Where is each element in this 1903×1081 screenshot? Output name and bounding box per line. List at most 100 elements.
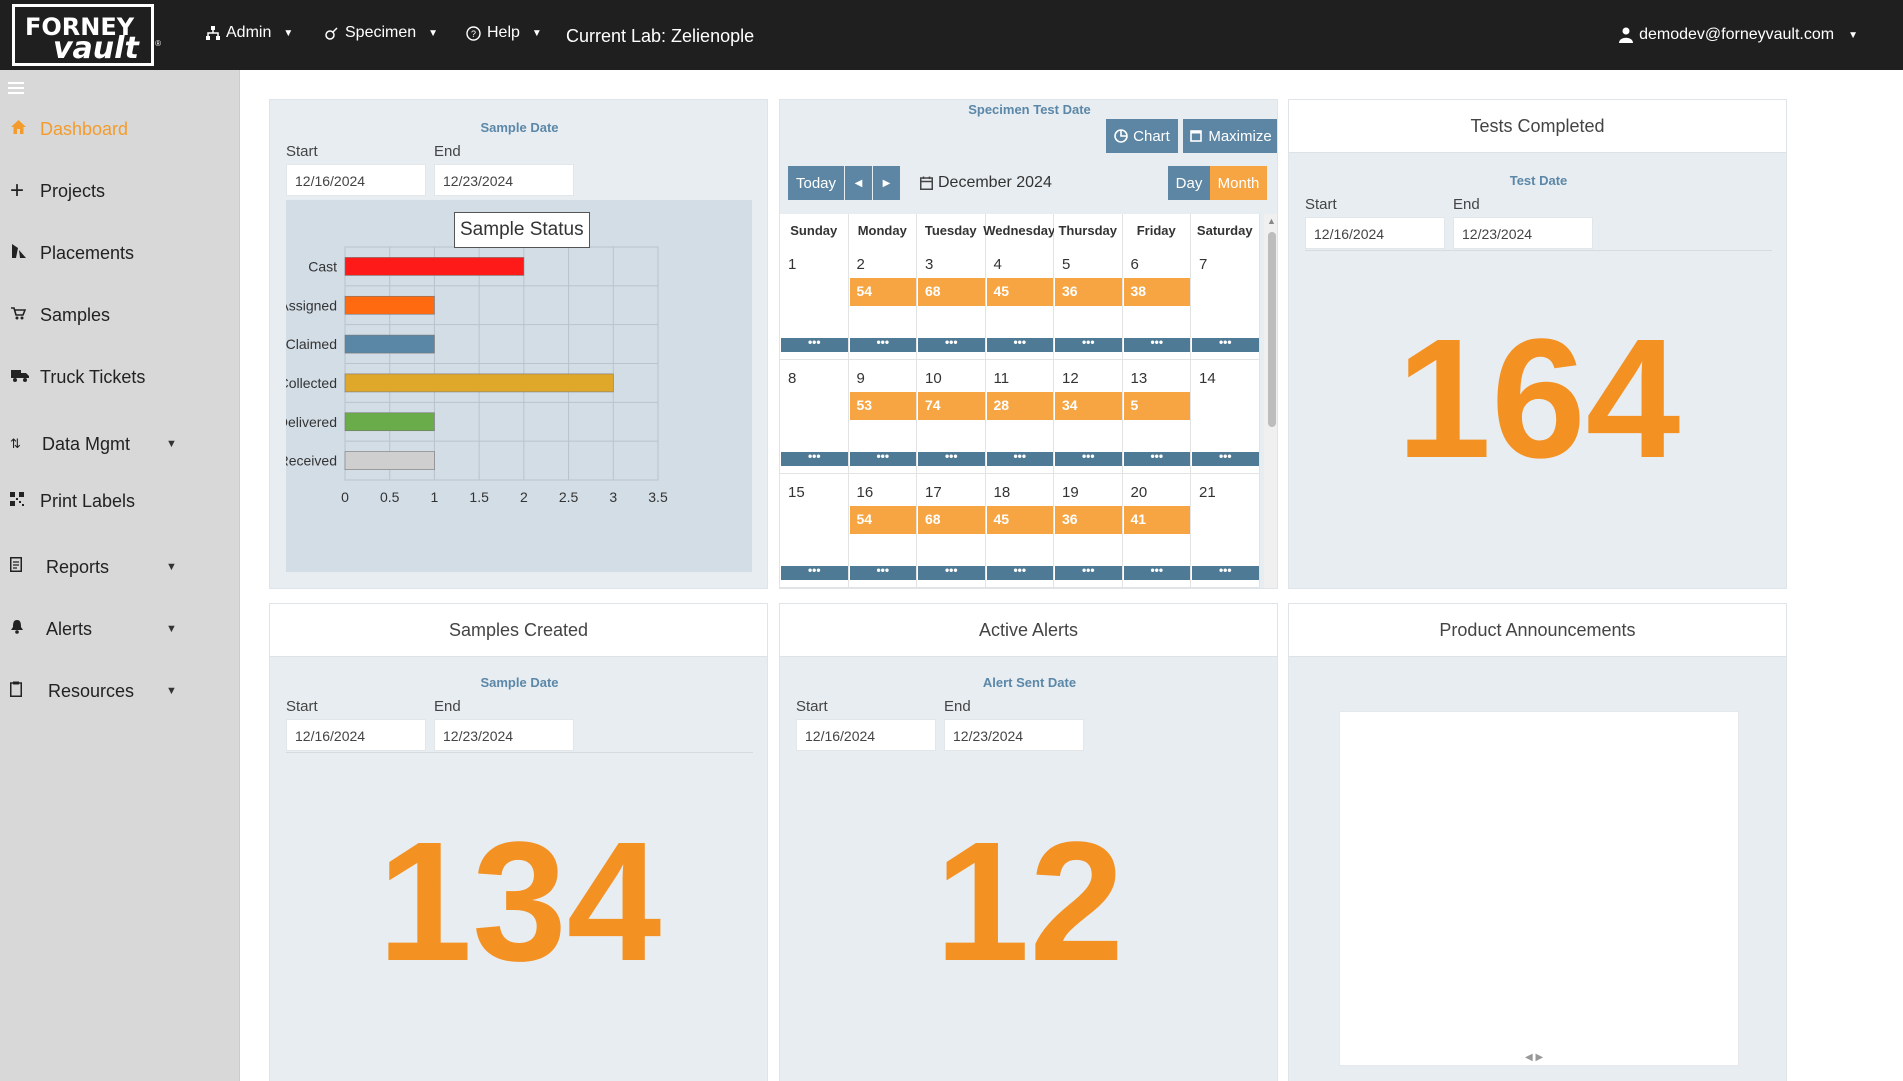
more-events-button[interactable]: •••: [918, 450, 985, 466]
sidebar-item-print-labels[interactable]: Print Labels: [10, 484, 230, 518]
active-alerts-title: Active Alerts: [780, 604, 1277, 657]
more-events-button[interactable]: •••: [781, 336, 848, 352]
calendar-day-cell[interactable]: 4 45 •••: [985, 246, 1054, 360]
calendar-day-cell[interactable]: 2 54 •••: [848, 246, 917, 360]
sidebar-item-data-mgmt[interactable]: ⇅ Data Mgmt ▼: [10, 427, 230, 461]
calendar-day-cell[interactable]: 9 53 •••: [848, 360, 917, 474]
calendar-day-cell[interactable]: 11 28 •••: [985, 360, 1054, 474]
calendar-day-cell[interactable]: 8 •••: [780, 360, 849, 474]
more-events-button[interactable]: •••: [1192, 564, 1259, 580]
carousel-arrows-icon[interactable]: ◀ ▶: [1525, 1052, 1544, 1063]
end-date-input[interactable]: 12/23/2024: [434, 719, 574, 751]
sidebar-item-reports[interactable]: Reports ▼: [10, 550, 230, 584]
calendar-day-cell[interactable]: 1 •••: [780, 246, 849, 360]
calendar-scrollbar[interactable]: ▲: [1264, 214, 1277, 588]
calendar-day-cell[interactable]: 17 68 •••: [917, 474, 986, 588]
more-events-button[interactable]: •••: [1055, 564, 1122, 580]
calendar-day-cell[interactable]: 3 68 •••: [917, 246, 986, 360]
scrollbar-thumb[interactable]: [1268, 232, 1276, 427]
end-date-input[interactable]: 12/23/2024: [944, 719, 1084, 751]
more-events-button[interactable]: •••: [1055, 336, 1122, 352]
calendar-event[interactable]: 68: [918, 278, 985, 306]
start-date-input[interactable]: 12/16/2024: [286, 719, 426, 751]
start-date-input[interactable]: 12/16/2024: [796, 719, 936, 751]
calendar-event[interactable]: 34: [1055, 392, 1122, 420]
sidebar-item-resources[interactable]: Resources ▼: [10, 674, 230, 708]
more-events-button[interactable]: •••: [986, 450, 1053, 466]
today-button[interactable]: Today: [788, 166, 844, 200]
nav-specimen-menu[interactable]: Specimen ▼: [325, 24, 438, 42]
more-events-button[interactable]: •••: [1123, 564, 1190, 580]
more-events-button[interactable]: •••: [781, 450, 848, 466]
maximize-button[interactable]: Maximize: [1183, 119, 1277, 153]
end-date-input[interactable]: 12/23/2024: [434, 164, 574, 196]
calendar-event[interactable]: 36: [1055, 506, 1122, 534]
calendar-event[interactable]: 74: [918, 392, 985, 420]
start-date-input[interactable]: 12/16/2024: [1305, 217, 1445, 249]
announcements-content-area[interactable]: ◀ ▶: [1339, 711, 1739, 1066]
sidebar-item-samples[interactable]: Samples: [10, 298, 230, 332]
calendar-event[interactable]: 38: [1123, 278, 1190, 306]
scroll-up-arrow-icon[interactable]: ▲: [1267, 216, 1276, 226]
calendar-day-cell[interactable]: 21 •••: [1191, 474, 1260, 588]
calendar-event[interactable]: 5: [1123, 392, 1190, 420]
more-events-button[interactable]: •••: [849, 564, 916, 580]
calendar-event[interactable]: 41: [1123, 506, 1190, 534]
sidebar-item-dashboard[interactable]: Dashboard: [10, 112, 230, 146]
calendar-day-cell[interactable]: 14 •••: [1191, 360, 1260, 474]
chevron-left-icon: ◀: [854, 177, 863, 189]
more-events-button[interactable]: •••: [1055, 450, 1122, 466]
more-events-button[interactable]: •••: [918, 336, 985, 352]
start-date-input[interactable]: 12/16/2024: [286, 164, 426, 196]
calendar-event[interactable]: 53: [849, 392, 916, 420]
calendar-day-cell[interactable]: 15 •••: [780, 474, 849, 588]
sidebar-item-projects[interactable]: + Projects: [10, 174, 230, 208]
calendar-event[interactable]: 36: [1055, 278, 1122, 306]
calendar-day-cell[interactable]: 12 34 •••: [1054, 360, 1123, 474]
calendar-month-picker[interactable]: December 2024: [920, 174, 1052, 192]
hamburger-menu-icon[interactable]: [8, 82, 24, 96]
y-category-label: Cast: [308, 258, 337, 274]
calendar-event[interactable]: 54: [849, 278, 916, 306]
more-events-button[interactable]: •••: [1192, 450, 1259, 466]
nav-help-menu[interactable]: ? Help ▼: [466, 24, 542, 42]
calendar-event[interactable]: 54: [849, 506, 916, 534]
more-events-button[interactable]: •••: [986, 564, 1053, 580]
forney-vault-logo[interactable]: FORNEY vault ®: [12, 4, 161, 66]
chart-button[interactable]: Chart: [1106, 119, 1178, 153]
calendar-next-button[interactable]: ▶: [873, 166, 900, 200]
sample-status-chart-svg: 0 0.5 1 1.5 2 2.5 3 3.5 Cast Assigned Claimed Colle…: [278, 246, 668, 505]
calendar-day-cell[interactable]: 7 •••: [1191, 246, 1260, 360]
month-view-button[interactable]: Month: [1210, 166, 1267, 200]
calendar-event[interactable]: 45: [986, 278, 1053, 306]
calendar-day-cell[interactable]: 10 74 •••: [917, 360, 986, 474]
bar-cast: [344, 257, 525, 276]
calendar-day-cell[interactable]: 16 54 •••: [848, 474, 917, 588]
calendar-day-cell[interactable]: 20 41 •••: [1122, 474, 1191, 588]
more-events-button[interactable]: •••: [986, 336, 1053, 352]
more-events-button[interactable]: •••: [849, 450, 916, 466]
more-events-button[interactable]: •••: [849, 336, 916, 352]
calendar-day-cell[interactable]: 18 45 •••: [985, 474, 1054, 588]
more-events-button[interactable]: •••: [781, 564, 848, 580]
calendar-event[interactable]: 28: [986, 392, 1053, 420]
sidebar-item-alerts[interactable]: Alerts ▼: [10, 612, 230, 646]
calendar-day-number: 7: [1199, 256, 1208, 273]
calendar-day-cell[interactable]: 5 36 •••: [1054, 246, 1123, 360]
calendar-day-cell[interactable]: 13 5 •••: [1122, 360, 1191, 474]
more-events-button[interactable]: •••: [1123, 450, 1190, 466]
calendar-prev-button[interactable]: ◀: [845, 166, 872, 200]
day-view-button[interactable]: Day: [1168, 166, 1210, 200]
user-menu[interactable]: demodev@forneyvault.com ▼: [1619, 26, 1858, 44]
calendar-event[interactable]: 68: [918, 506, 985, 534]
sidebar-item-truck-tickets[interactable]: Truck Tickets: [10, 360, 230, 394]
more-events-button[interactable]: •••: [1192, 336, 1259, 352]
calendar-day-cell[interactable]: 6 38 •••: [1122, 246, 1191, 360]
calendar-day-cell[interactable]: 19 36 •••: [1054, 474, 1123, 588]
more-events-button[interactable]: •••: [1123, 336, 1190, 352]
calendar-event[interactable]: 45: [986, 506, 1053, 534]
end-date-input[interactable]: 12/23/2024: [1453, 217, 1593, 249]
nav-admin-menu[interactable]: Admin ▼: [206, 24, 293, 42]
more-events-button[interactable]: •••: [918, 564, 985, 580]
sidebar-item-placements[interactable]: Placements: [10, 236, 230, 270]
